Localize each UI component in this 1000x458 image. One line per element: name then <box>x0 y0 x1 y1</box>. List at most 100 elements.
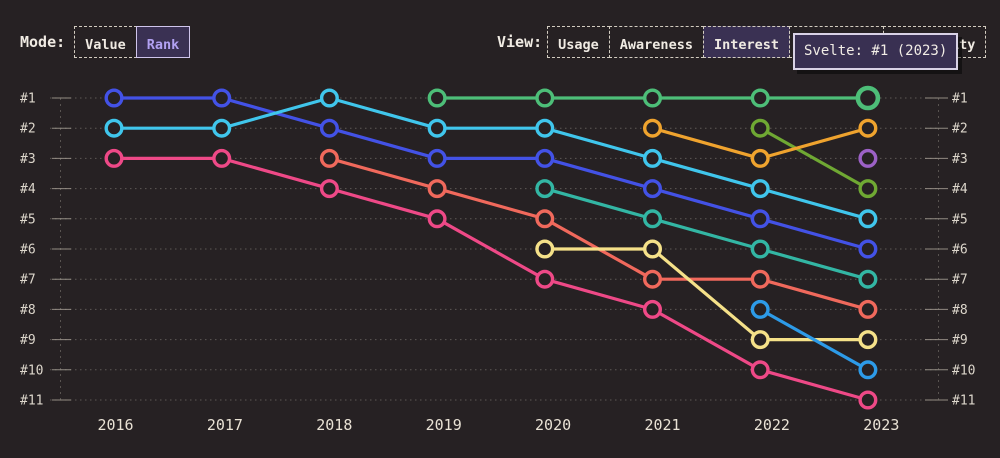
point-series-cyan-2019[interactable] <box>427 118 447 138</box>
rank-label-right-2: #2 <box>952 122 968 137</box>
line-series-olive <box>758 126 870 191</box>
point-series-indigo-2017[interactable] <box>212 88 232 108</box>
point-series-indigo-2020[interactable] <box>535 148 555 168</box>
rank-label-left-6: #6 <box>20 243 36 258</box>
point-series-sky-2023[interactable] <box>858 360 878 380</box>
rank-label-right-6: #6 <box>952 243 968 258</box>
point-Svelte-2019[interactable] <box>427 88 447 108</box>
point-series-orange-2021[interactable] <box>643 118 663 138</box>
year-label-2021: 2021 <box>644 416 680 434</box>
rank-label-left-3: #3 <box>20 152 36 167</box>
point-series-salmon-2019[interactable] <box>427 179 447 199</box>
point-Svelte-2023[interactable] <box>855 85 881 111</box>
point-series-indigo-2016[interactable] <box>104 88 124 108</box>
year-label-2018: 2018 <box>316 416 352 434</box>
point-series-cyan-2021[interactable] <box>643 148 663 168</box>
point-series-salmon-2020[interactable] <box>535 209 555 229</box>
point-series-pink-2017[interactable] <box>212 148 232 168</box>
rank-label-left-10: #10 <box>20 363 43 378</box>
point-series-pink-2020[interactable] <box>535 269 555 289</box>
point-series-purple-2023[interactable] <box>858 148 878 168</box>
mode-label: Mode: <box>20 33 66 51</box>
point-series-pink-2019[interactable] <box>427 209 447 229</box>
year-label-2017: 2017 <box>207 416 243 434</box>
mode-option-rank[interactable]: Rank <box>135 26 191 58</box>
point-series-pink-2023[interactable] <box>858 390 878 410</box>
rank-label-left-8: #8 <box>20 303 36 318</box>
point-series-yellow-2021[interactable] <box>643 239 663 259</box>
point-series-teal-2021[interactable] <box>643 209 663 229</box>
rank-label-right-5: #5 <box>952 212 968 227</box>
rank-label-left-9: #9 <box>20 333 36 348</box>
rank-label-right-10: #10 <box>952 363 975 378</box>
point-series-salmon-2023[interactable] <box>858 299 878 319</box>
rank-label-right-9: #9 <box>952 333 968 348</box>
tooltip-text: Svelte: #1 (2023) <box>804 43 948 59</box>
tooltip: Svelte: #1 (2023) <box>793 33 959 70</box>
point-series-olive-2023[interactable] <box>858 179 878 199</box>
point-series-sky-2022[interactable] <box>750 299 770 319</box>
line-series-pink <box>112 156 870 402</box>
mode-option-value[interactable]: Value <box>74 26 137 58</box>
point-series-indigo-2022[interactable] <box>750 209 770 229</box>
point-series-indigo-2018[interactable] <box>319 118 339 138</box>
rank-label-right-8: #8 <box>952 303 968 318</box>
view-option-usage[interactable]: Usage <box>547 26 610 58</box>
point-series-pink-2018[interactable] <box>319 179 339 199</box>
point-series-cyan-2018[interactable] <box>319 88 339 108</box>
point-series-pink-2016[interactable] <box>104 148 124 168</box>
point-series-orange-2022[interactable] <box>750 148 770 168</box>
rank-label-right-4: #4 <box>952 182 968 197</box>
point-series-teal-2022[interactable] <box>750 239 770 259</box>
point-Svelte-2021[interactable] <box>643 88 663 108</box>
rank-label-left-11: #11 <box>20 394 43 409</box>
point-series-cyan-2022[interactable] <box>750 179 770 199</box>
point-series-yellow-2023[interactable] <box>858 330 878 350</box>
line-series-teal <box>543 187 870 281</box>
view-option-interest[interactable]: Interest <box>702 26 790 58</box>
view-option-awareness[interactable]: Awareness <box>608 26 704 58</box>
point-series-cyan-2017[interactable] <box>212 118 232 138</box>
point-series-cyan-2020[interactable] <box>535 118 555 138</box>
rank-label-left-7: #7 <box>20 273 36 288</box>
year-label-2019: 2019 <box>426 416 462 434</box>
rank-label-left-2: #2 <box>20 122 36 137</box>
point-series-yellow-2022[interactable] <box>750 330 770 350</box>
point-series-cyan-2016[interactable] <box>104 118 124 138</box>
point-series-salmon-2022[interactable] <box>750 269 770 289</box>
point-series-orange-2023[interactable] <box>858 118 878 138</box>
point-series-yellow-2020[interactable] <box>535 239 555 259</box>
rank-label-right-11: #11 <box>952 394 975 409</box>
line-series-sky <box>758 307 870 372</box>
point-Svelte-2022[interactable] <box>750 88 770 108</box>
rank-label-left-5: #5 <box>20 212 36 227</box>
line-series-cyan <box>112 96 870 221</box>
point-series-teal-2023[interactable] <box>858 269 878 289</box>
rank-label-right-1: #1 <box>952 92 968 107</box>
rank-label-right-7: #7 <box>952 273 968 288</box>
year-label-2020: 2020 <box>535 416 571 434</box>
mode-options: Value Rank <box>74 26 191 58</box>
point-series-indigo-2021[interactable] <box>643 179 663 199</box>
rank-label-left-1: #1 <box>20 92 36 107</box>
line-series-salmon <box>327 156 870 311</box>
point-series-cyan-2023[interactable] <box>858 209 878 229</box>
rank-label-right-3: #3 <box>952 152 968 167</box>
point-Svelte-2020[interactable] <box>535 88 555 108</box>
point-series-teal-2020[interactable] <box>535 179 555 199</box>
point-series-olive-2022[interactable] <box>750 118 770 138</box>
year-label-2022: 2022 <box>754 416 790 434</box>
year-label-2016: 2016 <box>97 416 133 434</box>
point-series-pink-2022[interactable] <box>750 360 770 380</box>
point-series-salmon-2018[interactable] <box>319 148 339 168</box>
point-series-indigo-2019[interactable] <box>427 148 447 168</box>
rank-label-left-4: #4 <box>20 182 36 197</box>
year-label-2023: 2023 <box>863 416 899 434</box>
line-series-indigo <box>112 96 870 251</box>
point-series-pink-2021[interactable] <box>643 299 663 319</box>
view-label: View: <box>497 33 543 51</box>
point-series-salmon-2021[interactable] <box>643 269 663 289</box>
point-series-indigo-2023[interactable] <box>858 239 878 259</box>
